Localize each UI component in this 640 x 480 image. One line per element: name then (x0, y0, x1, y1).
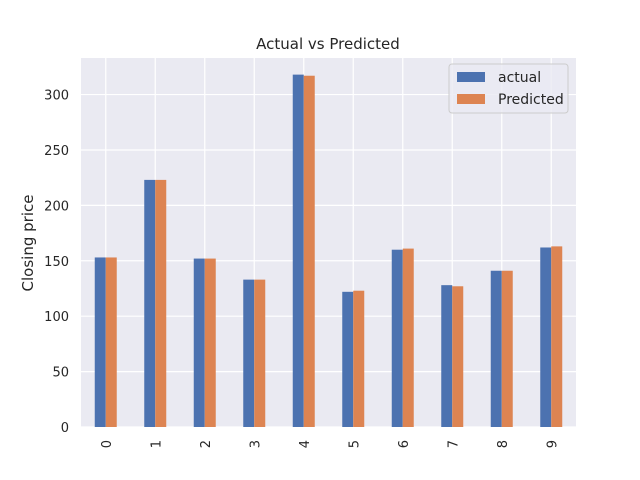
y-tick-label: 0 (61, 421, 69, 436)
x-tick-labels: 0 1 2 3 4 5 6 7 8 9 (100, 440, 561, 448)
bar-actual (391, 249, 403, 427)
bar-actual (292, 74, 304, 428)
legend-swatch (457, 72, 485, 82)
x-tick-label: 4 (298, 440, 313, 448)
bar-predicted (155, 179, 167, 427)
x-tick-label: 0 (100, 440, 115, 448)
y-tick-labels: 0 50 100 150 200 250 300 (44, 89, 69, 436)
x-tick-label: 9 (545, 440, 560, 448)
bars (94, 74, 563, 428)
y-tick-label: 50 (52, 366, 69, 381)
y-axis-label: Closing price (19, 195, 37, 292)
y-tick-label: 300 (44, 89, 69, 104)
chart-title: Actual vs Predicted (256, 35, 400, 53)
bar-actual (540, 247, 552, 427)
legend-swatch (457, 94, 485, 104)
x-tick-label: 1 (149, 440, 164, 448)
legend-label: Predicted (498, 92, 564, 108)
bar-actual (342, 291, 354, 427)
bar-actual (441, 285, 453, 427)
bar-predicted (452, 286, 464, 427)
y-tick-label: 100 (44, 310, 69, 325)
x-tick-label: 7 (446, 440, 461, 448)
x-tick-label: 2 (199, 440, 214, 448)
y-tick-label: 200 (44, 199, 69, 214)
bar-actual (243, 279, 255, 427)
bar-predicted (353, 290, 365, 427)
bar-predicted (551, 246, 563, 427)
bar-predicted (402, 248, 414, 427)
bar-actual (193, 258, 205, 427)
bar-predicted (501, 270, 513, 427)
y-tick-label: 150 (44, 255, 69, 270)
bar-actual (144, 179, 156, 427)
bar-actual (490, 270, 502, 427)
bar-predicted (303, 75, 315, 427)
bar-predicted (105, 257, 117, 427)
bar-predicted (254, 279, 266, 427)
bar-predicted (204, 258, 216, 427)
x-tick-label: 6 (397, 440, 412, 448)
x-tick-label: 3 (248, 440, 263, 448)
legend-label: actual (498, 70, 541, 86)
x-tick-label: 8 (496, 440, 511, 448)
legend: actual Predicted (448, 63, 569, 114)
x-tick-label: 5 (347, 440, 362, 448)
bar-actual (94, 257, 106, 427)
y-tick-label: 250 (44, 144, 69, 159)
